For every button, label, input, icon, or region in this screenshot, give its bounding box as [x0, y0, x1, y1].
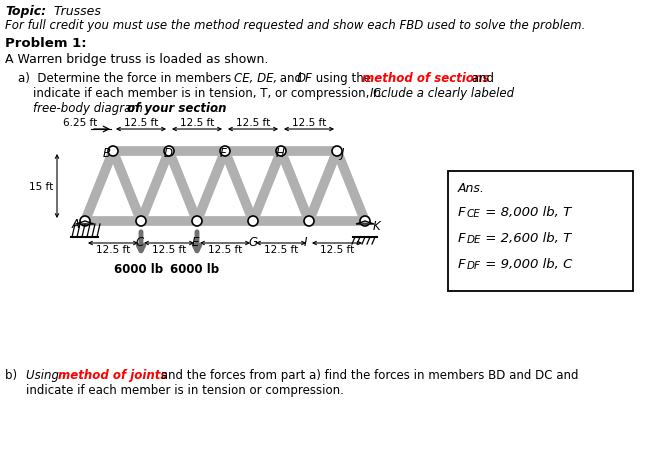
Text: F: F	[458, 231, 466, 245]
Text: K: K	[373, 219, 380, 232]
Text: 12.5 ft: 12.5 ft	[152, 245, 186, 255]
Circle shape	[220, 147, 230, 157]
Text: For full credit you must use the method requested and show each FBD used to solv: For full credit you must use the method …	[5, 19, 586, 32]
Text: B: B	[103, 147, 111, 159]
Text: .: .	[215, 102, 219, 115]
Text: and the forces from part a) find the forces in members BD and DC and: and the forces from part a) find the for…	[157, 368, 578, 381]
Bar	[448, 172, 633, 291]
Text: 6000 lb: 6000 lb	[115, 262, 164, 276]
Text: CE, DE,: CE, DE,	[234, 72, 278, 85]
Circle shape	[304, 217, 314, 227]
Circle shape	[332, 147, 342, 157]
Polygon shape	[356, 221, 374, 225]
Text: indicate if each member is in tension, T, or compression, C.: indicate if each member is in tension, T…	[33, 87, 393, 100]
Circle shape	[80, 217, 90, 227]
Text: a)  Determine the force in members: a) Determine the force in members	[18, 72, 235, 85]
Text: I: I	[304, 236, 307, 248]
Text: J: J	[341, 147, 344, 159]
Text: 6000 lb: 6000 lb	[170, 262, 219, 276]
Text: DF: DF	[467, 260, 481, 270]
Text: 12.5 ft: 12.5 ft	[96, 245, 130, 255]
Text: 12.5 ft: 12.5 ft	[180, 118, 214, 128]
Circle shape	[192, 217, 202, 227]
Text: and: and	[468, 72, 494, 85]
Circle shape	[164, 147, 174, 157]
Text: indicate if each member is in tension or compression.: indicate if each member is in tension or…	[26, 383, 344, 396]
Text: Using: Using	[26, 368, 63, 381]
Polygon shape	[76, 221, 94, 225]
Text: H: H	[276, 147, 285, 159]
Text: 12.5 ft: 12.5 ft	[264, 245, 298, 255]
Circle shape	[248, 217, 258, 227]
Text: b): b)	[5, 368, 25, 381]
Text: F: F	[458, 206, 466, 218]
Text: 12.5 ft: 12.5 ft	[236, 118, 270, 128]
Text: C: C	[136, 236, 144, 248]
Text: F: F	[220, 147, 226, 159]
Text: Include a clearly labeled: Include a clearly labeled	[370, 87, 514, 100]
Text: CE: CE	[467, 208, 481, 218]
Text: G: G	[248, 236, 257, 248]
Text: Ans.: Ans.	[458, 182, 485, 195]
Text: of your section: of your section	[127, 102, 226, 115]
Text: 15 ft: 15 ft	[28, 182, 53, 192]
Text: = 2,600 lb, T: = 2,600 lb, T	[481, 231, 571, 245]
Text: 12.5 ft: 12.5 ft	[292, 118, 326, 128]
Circle shape	[136, 217, 146, 227]
Text: D: D	[164, 147, 173, 159]
Circle shape	[108, 147, 118, 157]
Text: 6.25 ft: 6.25 ft	[63, 118, 97, 128]
Text: A: A	[72, 218, 80, 230]
Text: 12.5 ft: 12.5 ft	[320, 245, 354, 255]
Text: Trusses: Trusses	[50, 5, 101, 18]
Text: = 9,000 lb, C: = 9,000 lb, C	[481, 258, 573, 270]
Circle shape	[276, 147, 286, 157]
Text: Topic:: Topic:	[5, 5, 46, 18]
Text: using the: using the	[312, 72, 375, 85]
Text: E: E	[192, 236, 199, 248]
Text: method of joints: method of joints	[58, 368, 168, 381]
Text: 12.5 ft: 12.5 ft	[124, 118, 158, 128]
Text: F: F	[458, 258, 466, 270]
Text: and: and	[276, 72, 306, 85]
Text: Problem 1:: Problem 1:	[5, 37, 87, 50]
Text: A Warren bridge truss is loaded as shown.: A Warren bridge truss is loaded as shown…	[5, 53, 269, 66]
Text: 12.5 ft: 12.5 ft	[208, 245, 242, 255]
Text: DF: DF	[297, 72, 313, 85]
Text: = 8,000 lb, T: = 8,000 lb, T	[481, 206, 571, 218]
Text: DE: DE	[467, 235, 481, 245]
Text: method of sections: method of sections	[362, 72, 489, 85]
Circle shape	[360, 217, 370, 227]
Text: free-body diagram: free-body diagram	[33, 102, 147, 115]
